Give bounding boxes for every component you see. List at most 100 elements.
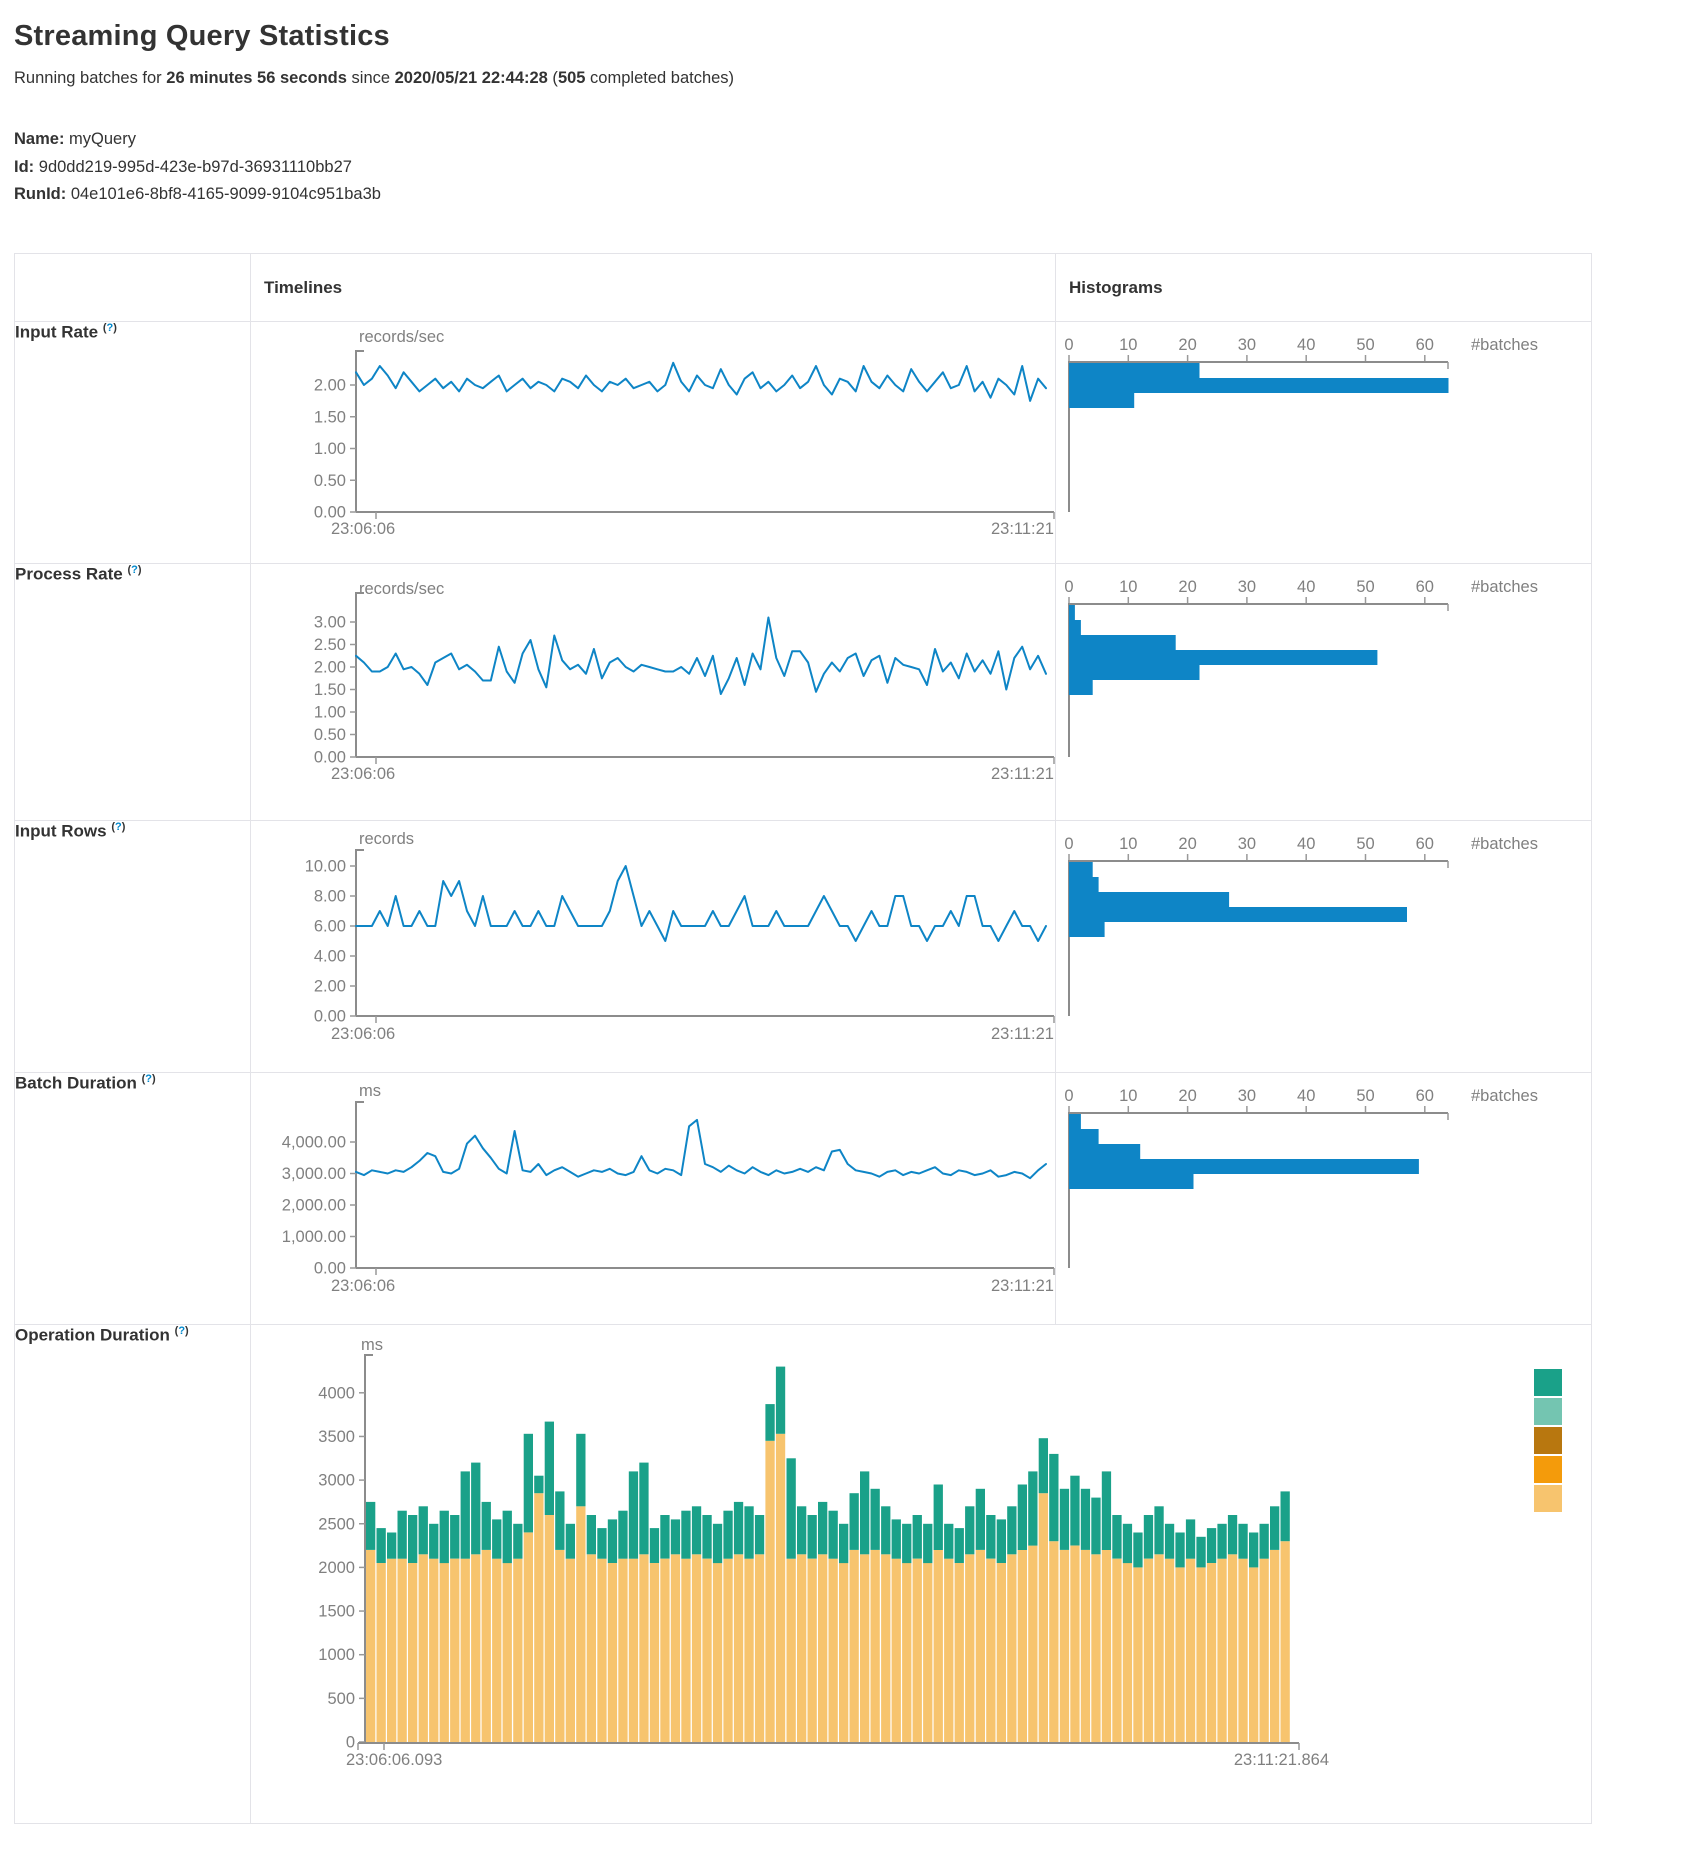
legend-swatch-icon <box>1534 1398 1562 1426</box>
status-text: completed batches) <box>585 69 735 87</box>
svg-text:23:11:21: 23:11:21 <box>991 520 1054 538</box>
svg-text:1.50: 1.50 <box>314 681 346 699</box>
status-text: Running batches for <box>14 69 167 87</box>
batch-duration-row: Batch Duration (?) ms 0.00 1,000.00 2,000.0… <box>14 1072 1592 1326</box>
svg-text:23:11:21: 23:11:21 <box>991 1025 1054 1043</box>
svg-text:3.00: 3.00 <box>314 614 346 632</box>
svg-text:60: 60 <box>1416 336 1434 354</box>
query-runid-line: RunId: 04e101e6-8bf8-4165-9099-9104c951b… <box>14 181 1673 209</box>
svg-text:4000: 4000 <box>318 1384 355 1402</box>
status-completed-count: 505 <box>557 69 586 87</box>
svg-text:1000: 1000 <box>318 1646 355 1664</box>
operation-duration-legend <box>1534 1369 1562 1513</box>
svg-text:23:11:21: 23:11:21 <box>991 1277 1054 1295</box>
legend-swatch-icon <box>1534 1369 1562 1397</box>
process-rate-row: Process Rate (?) records/sec 0.00 0.50 1.00… <box>14 563 1592 822</box>
input-rate-histogram-cell: 0 10 20 30 40 50 60 #batches <box>1055 321 1592 565</box>
svg-text:0: 0 <box>346 1734 355 1752</box>
svg-text:23:06:06.093: 23:06:06.093 <box>346 1751 442 1769</box>
svg-text:2.00: 2.00 <box>314 659 346 677</box>
svg-text:40: 40 <box>1297 336 1315 354</box>
svg-text:2.00: 2.00 <box>314 978 346 996</box>
svg-text:30: 30 <box>1238 578 1256 596</box>
svg-text:40: 40 <box>1297 1087 1315 1105</box>
process-rate-timeline-cell: records/sec 0.00 0.50 1.00 1.50 2.00 2.50 3.00 2… <box>250 563 1056 822</box>
query-id-line: Id: 9d0dd219-995d-423e-b97d-36931110bb27 <box>14 154 1673 182</box>
svg-text:2.50: 2.50 <box>314 636 346 654</box>
svg-text:#batches: #batches <box>1471 835 1538 853</box>
process-rate-help-tooltip[interactable]: (?) <box>127 564 142 577</box>
runid-label: RunId: <box>14 185 67 204</box>
svg-text:0.50: 0.50 <box>314 726 346 744</box>
svg-text:50: 50 <box>1356 336 1374 354</box>
svg-text:records/sec: records/sec <box>359 580 444 598</box>
svg-text:23:06:06: 23:06:06 <box>331 1277 395 1295</box>
svg-text:20: 20 <box>1178 578 1196 596</box>
svg-text:60: 60 <box>1416 1087 1434 1105</box>
svg-text:30: 30 <box>1238 336 1256 354</box>
batch-duration-timeline-chart: ms 0.00 1,000.00 2,000.00 3,000.00 4,000.00 23… <box>282 1082 1055 1295</box>
svg-text:records: records <box>359 830 414 848</box>
svg-text:40: 40 <box>1297 578 1315 596</box>
id-value: 9d0dd219-995d-423e-b97d-36931110bb27 <box>38 157 352 176</box>
svg-text:#batches: #batches <box>1471 578 1538 596</box>
svg-text:1.00: 1.00 <box>314 704 346 722</box>
input-rate-timeline-cell: records/sec 0.00 0.50 1.00 1.50 2.00 23:06:06 2… <box>250 321 1056 565</box>
svg-text:4,000.00: 4,000.00 <box>282 1134 346 1152</box>
svg-text:#batches: #batches <box>1471 336 1538 354</box>
id-label: Id: <box>14 157 35 176</box>
name-label: Name: <box>14 130 65 148</box>
status-text: ( <box>547 69 558 87</box>
svg-text:0: 0 <box>1064 578 1073 596</box>
svg-text:2000: 2000 <box>318 1559 355 1577</box>
svg-text:3500: 3500 <box>318 1428 355 1446</box>
input-rows-help-tooltip[interactable]: (?) <box>111 821 126 834</box>
operation-duration-help-tooltip[interactable]: (?) <box>174 1325 189 1338</box>
svg-text:0.00: 0.00 <box>314 1260 346 1278</box>
svg-text:0: 0 <box>1064 1087 1073 1105</box>
svg-text:#batches: #batches <box>1471 1087 1538 1105</box>
input-rate-timeline-chart: records/sec 0.00 0.50 1.00 1.50 2.00 23:06:06 2… <box>314 328 1055 538</box>
svg-text:2.00: 2.00 <box>314 377 346 395</box>
svg-text:0.00: 0.00 <box>314 1008 346 1026</box>
svg-text:50: 50 <box>1356 835 1374 853</box>
input-rows-row: Input Rows (?) records 0.00 2.00 4.00 6.00 8.… <box>14 820 1592 1074</box>
input-rate-histogram-chart: 0 10 20 30 40 50 60 #batches <box>1064 336 1538 513</box>
svg-text:1500: 1500 <box>318 1603 355 1621</box>
svg-text:records/sec: records/sec <box>359 328 444 346</box>
svg-text:50: 50 <box>1356 1087 1374 1105</box>
status-start-time: 2020/05/21 22:44:28 <box>394 69 548 87</box>
svg-text:23:06:06: 23:06:06 <box>331 765 395 783</box>
svg-text:50: 50 <box>1356 578 1374 596</box>
input-rate-help-tooltip[interactable]: (?) <box>102 322 117 335</box>
question-mark-icon: ? <box>115 821 122 834</box>
runid-value: 04e101e6-8bf8-4165-9099-9104c951ba3b <box>70 185 381 204</box>
question-mark-icon: ? <box>131 564 138 577</box>
timelines-column-header: Timelines <box>250 253 1056 323</box>
input-rate-label-cell: Input Rate (?) <box>14 321 251 565</box>
svg-text:0.00: 0.00 <box>314 749 346 767</box>
row-label: Input Rate <box>15 322 99 342</box>
svg-text:2500: 2500 <box>318 1515 355 1533</box>
statistics-table: Timelines Histograms Input Rate (?) reco… <box>14 253 1592 1825</box>
svg-text:60: 60 <box>1416 835 1434 853</box>
operation-duration-row: Operation Duration (?) ms 0 500 1000 1500 200… <box>14 1324 1592 1825</box>
input-rows-label-cell: Input Rows (?) <box>14 820 251 1074</box>
operation-duration-label-cell: Operation Duration (?) <box>14 1324 251 1825</box>
input-rows-histogram-chart: 0 10 20 30 40 50 60 #batches <box>1064 835 1538 1017</box>
svg-text:20: 20 <box>1178 835 1196 853</box>
svg-text:10: 10 <box>1119 336 1137 354</box>
svg-text:23:11:21: 23:11:21 <box>991 765 1054 783</box>
table-header-row: Timelines Histograms <box>14 253 1592 323</box>
svg-text:40: 40 <box>1297 835 1315 853</box>
row-label: Process Rate <box>15 564 123 584</box>
process-rate-histogram-cell: 0 10 20 30 40 50 60 #batches <box>1055 563 1592 822</box>
process-rate-timeline-chart: records/sec 0.00 0.50 1.00 1.50 2.00 2.50 3.00 2… <box>314 580 1055 783</box>
svg-text:20: 20 <box>1178 1087 1196 1105</box>
input-rows-histogram-cell: 0 10 20 30 40 50 60 #batches <box>1055 820 1592 1074</box>
svg-text:500: 500 <box>327 1690 355 1708</box>
batch-duration-help-tooltip[interactable]: (?) <box>141 1073 156 1086</box>
status-duration: 26 minutes 56 seconds <box>166 69 347 87</box>
batch-duration-label-cell: Batch Duration (?) <box>14 1072 251 1326</box>
page-title: Streaming Query Statistics <box>14 20 390 52</box>
